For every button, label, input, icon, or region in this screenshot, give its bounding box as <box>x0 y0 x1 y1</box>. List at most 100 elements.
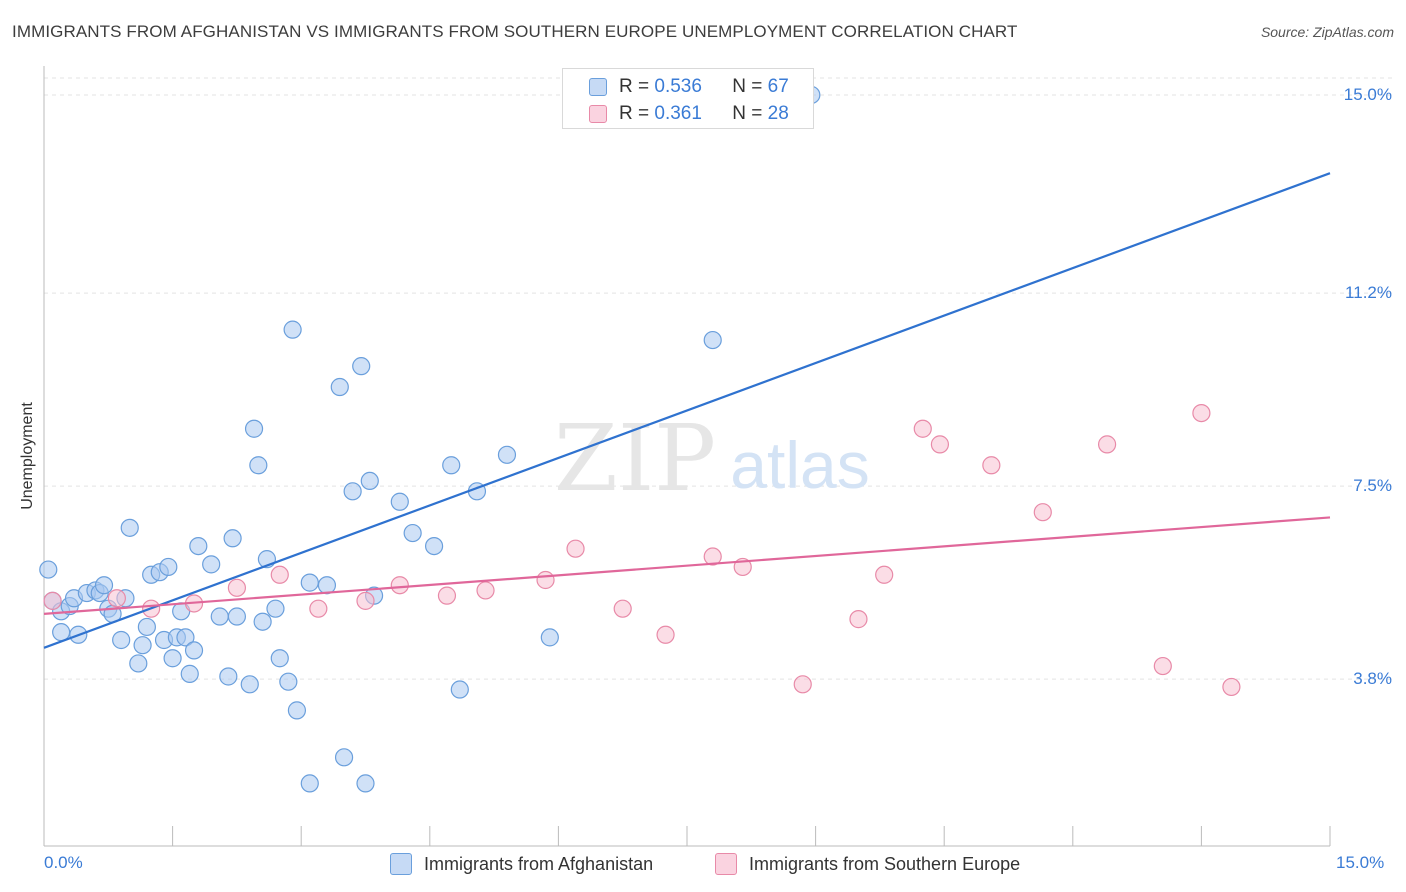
afghanistan-point-41 <box>270 649 289 668</box>
correlation-legend: R = 0.536 N = 67 R = 0.361 N = 28 <box>562 68 814 129</box>
afghanistan-point-61 <box>497 445 517 464</box>
afghanistan-point-29 <box>189 536 208 556</box>
series-southern-europe-points <box>43 403 1241 697</box>
afghanistan-point-50 <box>343 482 362 501</box>
afghanistan-point-16 <box>129 654 148 673</box>
n-label: N = <box>732 103 763 124</box>
southern-europe-point-18 <box>849 610 868 629</box>
afghanistan-point-33 <box>223 529 242 548</box>
afghanistan-point-18 <box>137 617 156 637</box>
afghanistan-point-22 <box>159 557 178 577</box>
afghanistan-point-37 <box>249 456 268 475</box>
legend-item-afghanistan[interactable]: Immigrants from Afghanistan <box>390 851 653 877</box>
source-credit: Source: ZipAtlas.com <box>1260 24 1394 40</box>
southern-europe-point-15 <box>703 547 722 566</box>
southern-europe-point-1 <box>107 589 126 608</box>
afghanistan-point-55 <box>390 492 409 511</box>
y-tick-labels: 3.8% 7.5% 11.2% 15.0% <box>1344 85 1392 688</box>
y-tick-label-2: 11.2% <box>1345 283 1392 302</box>
afghanistan-point-59 <box>450 680 469 699</box>
southern-europe-point-12 <box>566 539 585 558</box>
x-tick-label-max: 15.0% <box>1336 853 1385 872</box>
y-tick-label-0: 3.8% <box>1353 669 1392 688</box>
afghanistan-point-49 <box>334 748 354 767</box>
afghanistan-point-42 <box>279 672 298 691</box>
southern-europe-point-22 <box>982 456 1001 475</box>
legend-row-afghanistan: R = 0.536 N = 67 <box>589 75 789 99</box>
afghanistan-point-46 <box>300 774 319 793</box>
afghanistan-point-38 <box>253 612 272 631</box>
southern-europe-point-27 <box>1222 677 1241 697</box>
r-label: R = <box>619 76 650 97</box>
afghanistan-point-48 <box>330 377 349 397</box>
southern-europe-point-24 <box>1097 435 1117 454</box>
southern-europe-point-14 <box>656 625 675 644</box>
afghanistan-point-58 <box>442 456 461 475</box>
southern-europe-point-23 <box>1033 503 1052 522</box>
chart-title: IMMIGRANTS FROM AFGHANISTAN VS IMMIGRANT… <box>12 22 1018 41</box>
n-value: 67 <box>767 76 789 97</box>
afghanistan-point-23 <box>163 649 182 668</box>
southern-europe-point-21 <box>930 435 950 454</box>
southern-europe-point-7 <box>356 591 375 610</box>
n-value: 28 <box>767 103 789 124</box>
y-tick-label-3: 15.0% <box>1344 85 1392 104</box>
southern-europe-point-9 <box>437 586 457 605</box>
afghanistan-point-57 <box>424 536 444 556</box>
legend-swatch-pink <box>715 853 737 875</box>
afghanistan-point-0 <box>39 560 58 579</box>
r-value: 0.536 <box>654 76 702 97</box>
afghanistan-point-31 <box>210 607 229 626</box>
afghanistan-point-10 <box>94 576 114 595</box>
r-value: 0.361 <box>654 103 702 124</box>
watermark-zip: ZIP <box>554 405 716 512</box>
southern-europe-point-19 <box>875 565 894 584</box>
afghanistan-point-32 <box>219 667 238 686</box>
watermark-atlas: atlas <box>730 428 869 502</box>
axes <box>43 66 1331 847</box>
southern-europe-point-10 <box>476 581 495 600</box>
legend-label: Immigrants from Southern Europe <box>749 853 1021 874</box>
afghanistan-point-56 <box>403 523 422 543</box>
southern-europe-point-6 <box>309 599 328 618</box>
series-legend: Immigrants from Afghanistan Immigrants f… <box>0 851 1406 877</box>
legend-row-southern-europe: R = 0.361 N = 28 <box>589 102 789 126</box>
afghanistan-point-15 <box>120 518 139 537</box>
afghanistan-point-34 <box>227 607 246 626</box>
afghanistan-point-53 <box>360 471 379 491</box>
series-afghanistan-points <box>39 85 821 793</box>
afghanistan-point-44 <box>287 701 307 720</box>
grid-lines <box>44 77 1392 680</box>
legend-item-southern-europe[interactable]: Immigrants from Southern Europe <box>715 851 1020 877</box>
afghanistan-point-40 <box>266 599 285 618</box>
afghanistan-point-63 <box>703 330 722 350</box>
afghanistan-point-3 <box>52 623 71 642</box>
legend-label: Immigrants from Afghanistan <box>424 853 654 874</box>
afghanistan-point-27 <box>180 664 199 683</box>
legend-swatch-pink <box>589 105 607 123</box>
southern-europe-point-20 <box>913 419 932 438</box>
afghanistan-point-43 <box>283 320 302 339</box>
trend-line-southern-europe <box>43 516 1331 615</box>
trend-line-afghanistan <box>43 172 1331 649</box>
afghanistan-point-17 <box>133 636 152 655</box>
southern-europe-point-0 <box>43 591 62 610</box>
afghanistan-point-26 <box>176 628 195 647</box>
southern-europe-point-5 <box>270 565 289 584</box>
southern-europe-point-13 <box>613 599 632 618</box>
southern-europe-point-25 <box>1153 656 1172 676</box>
afghanistan-point-52 <box>356 774 375 793</box>
afghanistan-point-45 <box>300 573 319 592</box>
afghanistan-point-13 <box>112 630 131 650</box>
x-tick-label-min: 0.0% <box>44 853 83 872</box>
watermark: ZIP atlas <box>554 405 870 512</box>
trend-lines <box>43 172 1331 649</box>
afghanistan-point-35 <box>240 675 259 694</box>
southern-europe-point-26 <box>1192 403 1211 423</box>
n-label: N = <box>732 76 763 97</box>
legend-swatch-blue <box>390 853 412 875</box>
southern-europe-point-8 <box>390 576 409 595</box>
y-tick-label-1: 7.5% <box>1353 476 1392 495</box>
afghanistan-point-30 <box>202 555 221 574</box>
